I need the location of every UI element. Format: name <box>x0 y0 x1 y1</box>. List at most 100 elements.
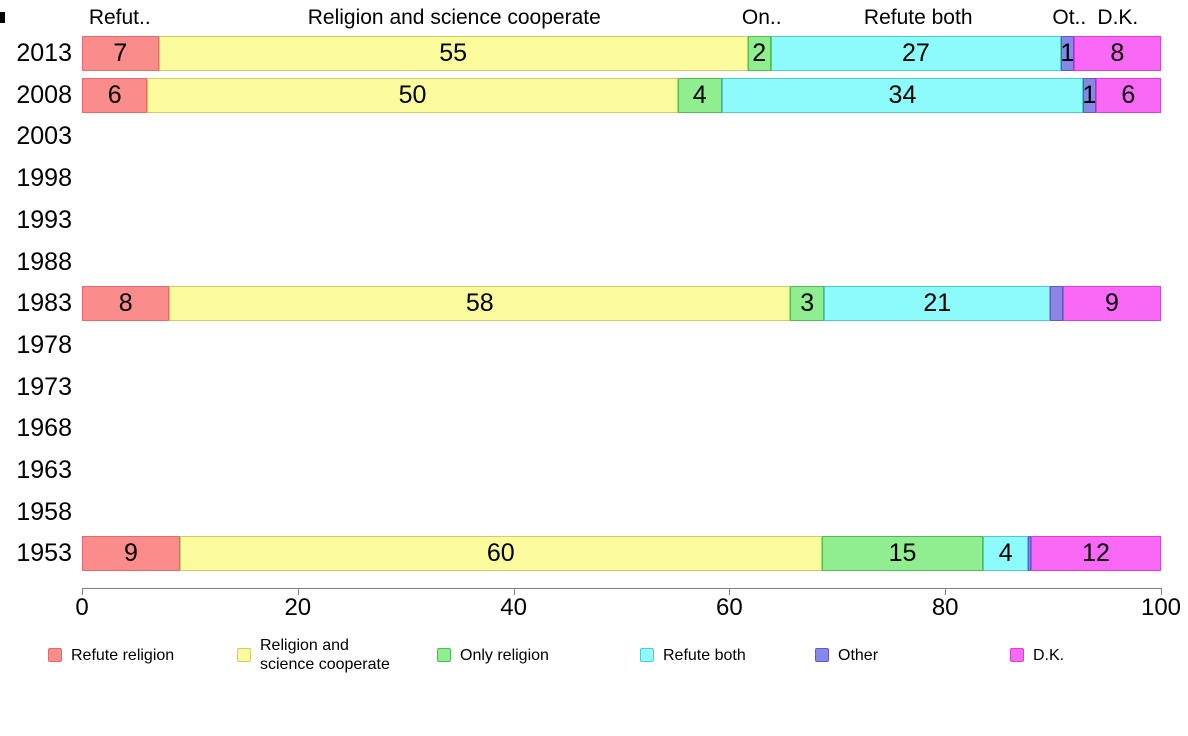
y-axis-year-label: 1983 <box>16 289 72 318</box>
column-header: Ot.. <box>1052 6 1087 29</box>
x-axis-tick <box>297 588 299 595</box>
x-axis-tick-label: 80 <box>931 594 959 621</box>
x-axis-line <box>82 588 1162 589</box>
cropped-glyph-artifact <box>0 12 5 23</box>
bar-segment-value: 15 <box>888 539 917 568</box>
bar-segment-value: 3 <box>800 289 815 318</box>
legend-swatch <box>1010 648 1024 662</box>
legend-item[interactable]: Only religion <box>437 635 549 675</box>
bar-segment-value: 1 <box>1060 39 1075 67</box>
column-header: On.. <box>741 6 782 29</box>
bar-segment[interactable]: 4 <box>677 77 722 113</box>
bar-segment[interactable]: 21 <box>824 286 1051 322</box>
legend-label: Refute both <box>663 646 746 664</box>
bar-segment[interactable] <box>1050 286 1063 322</box>
y-axis-year-label: 2013 <box>16 39 72 67</box>
y-axis-year-label: 1953 <box>16 539 72 568</box>
bar-segment-value: 58 <box>465 289 494 318</box>
bar-segment[interactable]: 6 <box>1095 77 1161 113</box>
column-header: Religion and science cooperate <box>307 6 601 29</box>
y-axis-year-label: 1993 <box>16 205 72 234</box>
bar-segment-value: 21 <box>923 289 952 318</box>
bar-segment[interactable]: 2 <box>747 36 771 71</box>
bar-segment[interactable]: 1 <box>1082 77 1097 113</box>
bar-segment[interactable]: 58 <box>169 286 791 322</box>
x-axis-tick-label: 20 <box>284 594 312 621</box>
bar-segment-value: 9 <box>1105 289 1119 318</box>
legend-item[interactable]: Religion and science cooperate <box>237 635 390 675</box>
legend-item[interactable]: Other <box>815 635 878 675</box>
column-header: D.K. <box>1097 6 1139 29</box>
y-axis-year-label: 1958 <box>16 497 72 526</box>
x-axis-tick <box>1161 588 1162 595</box>
bar-segment[interactable]: 55 <box>158 36 748 71</box>
bar-row: 7 55 2 27 1 8 <box>82 36 1161 71</box>
x-axis-tick-label: 40 <box>500 594 527 621</box>
bar-segment[interactable]: 3 <box>790 286 825 322</box>
y-axis-year-label: 1988 <box>16 247 72 276</box>
bar-segment-value: 7 <box>113 39 128 67</box>
bar-segment[interactable]: 34 <box>721 77 1084 113</box>
bar-segment[interactable]: 60 <box>179 536 822 572</box>
x-axis-tick-label: 60 <box>716 594 743 621</box>
bar-segment[interactable]: 9 <box>1062 286 1161 322</box>
legend-swatch <box>815 648 829 662</box>
bar-segment-value: 50 <box>398 80 427 109</box>
bar-segment[interactable]: 9 <box>82 536 180 572</box>
legend-label: D.K. <box>1033 646 1065 664</box>
bar-segment[interactable] <box>1028 536 1032 572</box>
bar-segment-value: 2 <box>752 39 767 67</box>
bar-segment-value: 9 <box>124 539 138 568</box>
bar-row: 6 50 4 34 1 6 <box>82 77 1161 113</box>
bar-segment-value: 8 <box>118 289 133 318</box>
y-axis-year-label: 1968 <box>16 414 72 443</box>
x-axis-tick-label: 100 <box>1140 594 1182 621</box>
y-axis-year-label: 1973 <box>16 372 72 401</box>
x-axis-tick <box>513 588 515 595</box>
bar-segment[interactable]: 15 <box>821 536 984 572</box>
x-axis-tick <box>82 588 83 595</box>
legend-item[interactable]: Refute both <box>640 635 746 675</box>
legend-item[interactable]: D.K. <box>1010 635 1064 675</box>
y-axis-year-label: 1998 <box>16 164 72 193</box>
bar-segment-value: 12 <box>1082 539 1110 568</box>
bar-segment-value: 60 <box>486 539 515 568</box>
bar-segment-value: 1 <box>1082 80 1097 109</box>
y-axis-year-label: 1978 <box>16 330 72 359</box>
bar-segment-value: 6 <box>1121 80 1136 109</box>
y-axis-year-label: 2003 <box>16 122 72 151</box>
bar-segment[interactable]: 8 <box>82 286 170 322</box>
legend-swatch <box>640 648 654 662</box>
bar-row: 8 58 3 21 9 <box>82 286 1161 322</box>
y-axis-year-label: 1963 <box>16 456 72 484</box>
bar-segment[interactable]: 7 <box>82 36 159 71</box>
bar-row: 9 60 15 4 12 <box>82 536 1161 572</box>
legend-swatch <box>437 648 451 662</box>
bar-segment[interactable]: 27 <box>770 36 1061 71</box>
x-axis-tick <box>945 588 947 595</box>
x-axis-tick <box>729 588 731 595</box>
bar-segment-value: 34 <box>888 80 917 109</box>
bar-segment[interactable]: 50 <box>147 77 678 113</box>
bar-segment-value: 27 <box>902 39 930 67</box>
bar-segment-value: 4 <box>998 539 1013 568</box>
bar-segment[interactable]: 6 <box>82 77 148 113</box>
bar-segment[interactable]: 1 <box>1060 36 1075 71</box>
bar-segment-value: 4 <box>692 80 707 109</box>
column-header: Refute both <box>863 6 973 29</box>
bar-segment[interactable]: 8 <box>1073 36 1161 71</box>
column-header: Refut.. <box>88 6 151 29</box>
bar-segment[interactable]: 4 <box>983 536 1029 572</box>
bar-segment[interactable]: 12 <box>1031 536 1161 572</box>
x-axis-tick-label: 0 <box>75 594 89 621</box>
y-axis-year-label: 2008 <box>16 80 72 109</box>
legend-label: Religion and science cooperate <box>260 637 390 673</box>
legend-swatch <box>237 648 251 662</box>
legend-label: Refute religion <box>71 646 175 664</box>
legend-item[interactable]: Refute religion <box>48 635 174 675</box>
bar-segment-value: 6 <box>107 80 122 109</box>
legend-swatch <box>48 648 62 662</box>
bar-segment-value: 55 <box>439 39 468 67</box>
legend-label: Other <box>838 646 879 664</box>
